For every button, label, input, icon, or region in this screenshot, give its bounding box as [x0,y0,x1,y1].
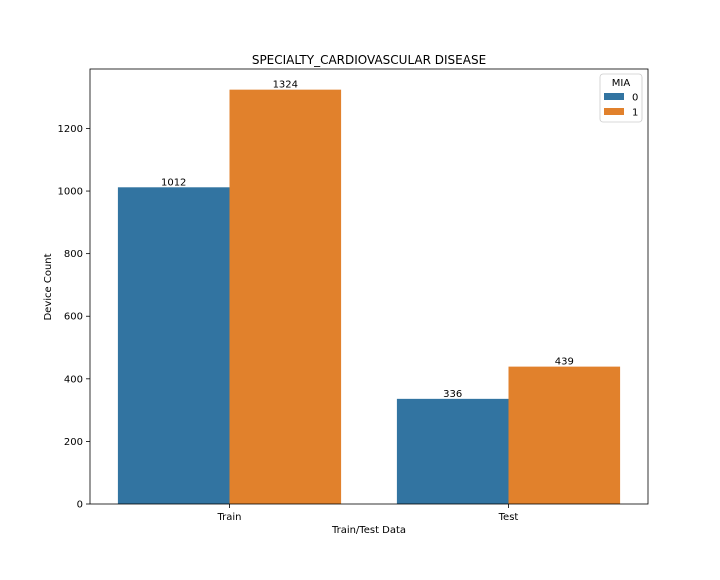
y-tick-label: 1000 [58,187,83,198]
bar [396,398,509,504]
x-tick-label: Test [498,512,519,523]
y-tick-label: 0 [77,500,83,511]
y-axis-label: Device Count [43,253,54,320]
bar-value-label: 1324 [273,80,298,91]
chart-title: SPECIALTY_CARDIOVASCULAR DISEASE [252,53,486,67]
plot-frame [89,68,649,505]
legend-swatch [604,93,624,100]
legend-items: 01 [604,93,638,119]
legend: MIA 01 [599,73,643,123]
y-tick-label: 600 [64,312,83,323]
y-axis: 0 200 400 600 800 1000 1200 [58,124,90,511]
plot-marks: 1012 1324 336 439 [117,80,621,505]
legend-label: 0 [632,93,638,104]
legend-label: 1 [632,108,638,119]
bar [117,187,230,504]
x-axis: Train Test [217,504,519,523]
y-tick-label: 800 [64,249,83,260]
x-tick-label: Train [217,512,242,523]
y-tick-label: 400 [64,374,83,385]
bar-value-label: 439 [555,357,574,368]
bar [229,89,342,505]
x-axis-label: Train/Test Data [331,525,406,536]
bar-value-label: 336 [443,389,462,400]
y-tick-label: 1200 [58,124,83,135]
bar-value-label: 1012 [161,177,186,188]
legend-title: MIA [612,78,631,89]
y-tick-label: 200 [64,437,83,448]
legend-swatch [604,108,624,115]
bar [508,366,621,504]
